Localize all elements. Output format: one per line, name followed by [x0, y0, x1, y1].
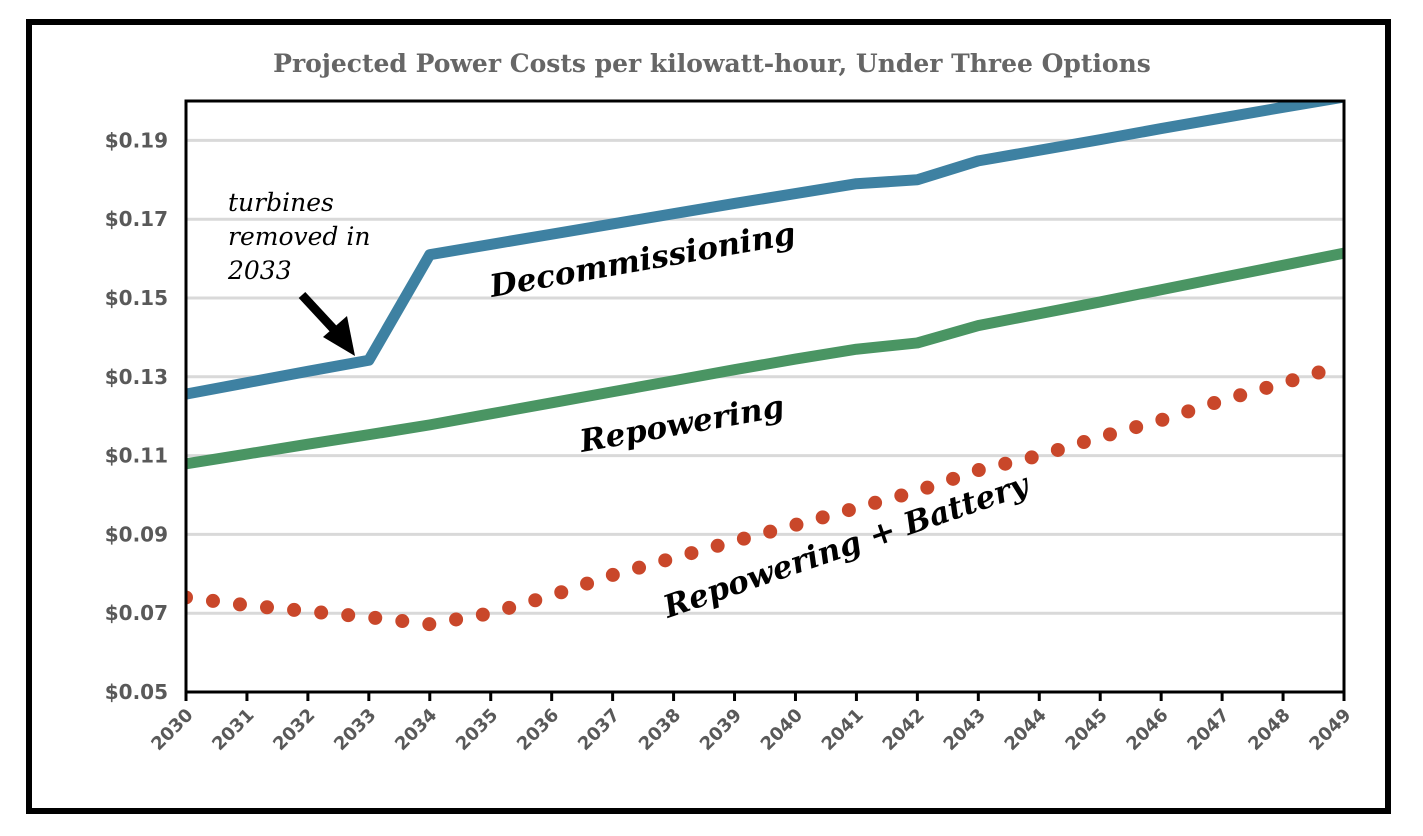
annotation-line-3: 2033: [227, 256, 292, 285]
x-tick-label: 2032: [269, 705, 319, 755]
series-line-repowering-battery: [186, 357, 1344, 632]
series-label-repowering: Repowering: [576, 389, 787, 460]
x-tick-label: 2036: [513, 705, 563, 755]
x-tick-label: 2046: [1122, 705, 1172, 755]
x-tick-label: 2030: [147, 705, 197, 755]
x-tick-label: 2031: [208, 705, 258, 755]
x-tick-label: 2044: [1001, 705, 1051, 755]
x-tick-label: 2041: [818, 705, 868, 755]
x-tick-label: 2037: [574, 705, 624, 755]
y-tick-label: $0.07: [105, 601, 168, 625]
chart-title: Projected Power Costs per kilowatt-hour,…: [273, 49, 1151, 78]
y-tick-label: $0.05: [105, 680, 168, 704]
series-label-decommissioning: Decommissioning: [486, 216, 798, 305]
x-tick-label: 2033: [330, 705, 380, 755]
annotation-line-2: removed in: [228, 222, 370, 251]
x-tick-label: 2048: [1244, 705, 1294, 755]
x-tick-label: 2042: [879, 705, 929, 755]
y-tick-label: $0.09: [105, 522, 168, 546]
y-tick-label: $0.19: [105, 128, 168, 152]
y-tick-label: $0.15: [105, 286, 168, 310]
x-tick-label: 2043: [940, 705, 990, 755]
x-tick-label: 2039: [696, 705, 746, 755]
x-tick-label: 2035: [452, 705, 502, 755]
x-tick-label: 2049: [1305, 705, 1355, 755]
x-tick-label: 2034: [391, 705, 441, 755]
series-labels: Decommissioning Repowering Repowering + …: [486, 216, 1035, 626]
arrow-icon: [298, 291, 355, 356]
y-axis-tick-labels: $0.05 $0.07 $0.09 $0.11 $0.13 $0.15 $0.17 $0.19: [105, 128, 168, 704]
y-tick-label: $0.11: [105, 444, 168, 468]
series-layer: [186, 101, 1344, 632]
series-line-decommissioning: [186, 101, 1344, 400]
series-line-repowering: [186, 247, 1344, 470]
x-tick-label: 2038: [635, 705, 685, 755]
annotation-turbines-removed: turbines removed in 2033: [227, 188, 370, 356]
x-tick-label: 2040: [757, 705, 807, 755]
plot-area-border: [184, 99, 1346, 694]
x-axis-ticks: 2030 2031 2032 2033 2034 2035 2036 2037 2038 2039…: [147, 692, 1356, 755]
x-tick-label: 2045: [1061, 705, 1111, 755]
annotation-line-1: turbines: [228, 188, 334, 217]
gridlines: [186, 138, 1344, 615]
y-tick-label: $0.13: [105, 365, 168, 389]
y-tick-label: $0.17: [105, 207, 168, 231]
x-tick-label: 2047: [1183, 705, 1233, 755]
